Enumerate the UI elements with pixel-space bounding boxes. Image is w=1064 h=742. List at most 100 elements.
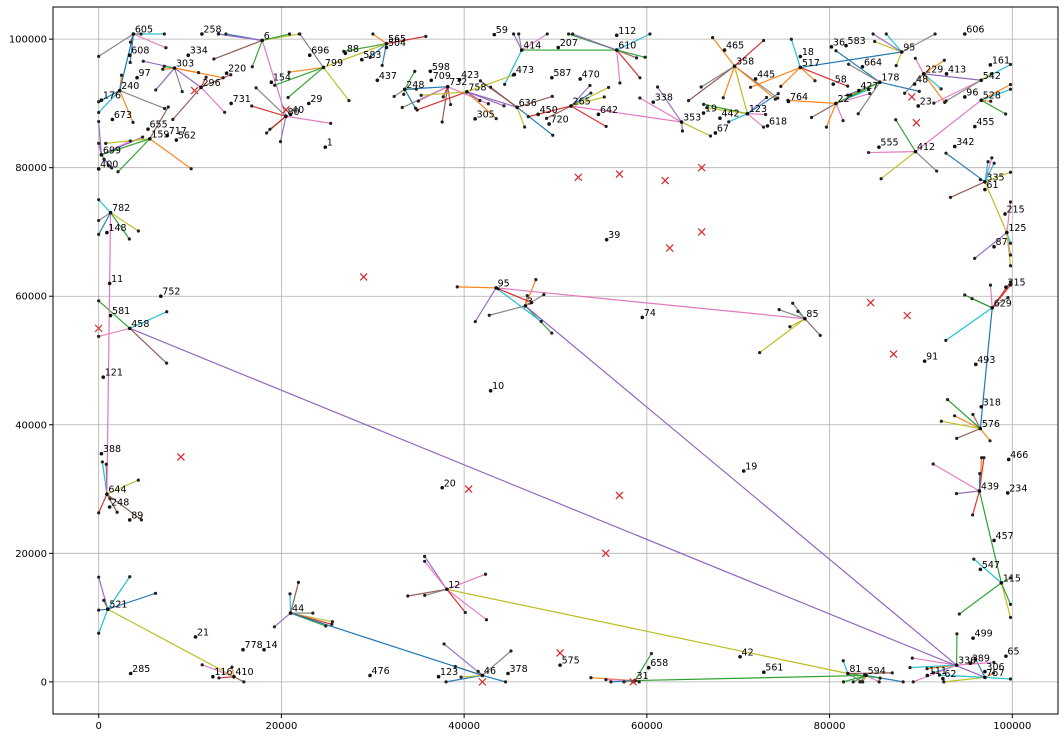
data-point <box>588 84 591 87</box>
point-label: 528 <box>983 91 1001 102</box>
point-label: 258 <box>203 24 221 35</box>
point-label: 303 <box>176 59 194 70</box>
data-point <box>120 74 123 77</box>
data-point <box>423 594 426 597</box>
y-tick-label: 20000 <box>15 549 47 560</box>
data-point <box>778 308 781 311</box>
data-point <box>288 592 291 595</box>
data-point <box>460 676 463 679</box>
data-point <box>464 611 467 614</box>
data-point <box>990 156 993 159</box>
point-label: 44 <box>292 604 304 615</box>
data-point <box>97 335 100 338</box>
data-point <box>942 680 945 683</box>
point-label: 207 <box>560 38 578 49</box>
data-point <box>129 41 132 44</box>
data-point <box>656 85 659 88</box>
point-label: 115 <box>1003 573 1021 584</box>
point-label: 445 <box>757 69 775 80</box>
data-point <box>504 680 507 683</box>
data-point <box>488 314 491 317</box>
point-label: 642 <box>600 105 618 116</box>
data-point <box>939 87 942 90</box>
point-label: 427 <box>860 81 878 92</box>
data-point <box>523 125 526 128</box>
data-point <box>638 96 641 99</box>
point-label: 521 <box>109 600 127 611</box>
data-point <box>441 120 444 123</box>
y-tick-label: 60000 <box>15 292 47 303</box>
point-label: 22 <box>837 94 849 105</box>
data-point <box>971 413 974 416</box>
data-point <box>413 70 416 73</box>
data-point <box>163 32 166 35</box>
data-point <box>603 95 606 98</box>
data-point <box>681 129 684 132</box>
point-label: 334 <box>190 46 208 57</box>
data-point <box>297 581 300 584</box>
data-point <box>609 680 612 683</box>
point-label: 606 <box>966 24 984 35</box>
point-label: 465 <box>726 41 744 52</box>
data-point <box>918 90 921 93</box>
point-label: 731 <box>233 94 251 105</box>
point-label: 178 <box>881 73 899 84</box>
data-point <box>903 92 906 95</box>
data-point <box>1009 83 1012 86</box>
data-point <box>933 32 936 35</box>
y-tick-label: 0 <box>41 677 47 688</box>
data-point <box>648 32 651 35</box>
point-label: 154 <box>273 73 291 84</box>
data-point <box>154 592 157 595</box>
y-tick-label: 100000 <box>9 35 47 46</box>
data-point <box>567 32 570 35</box>
data-point <box>1009 200 1012 203</box>
data-point <box>161 68 164 71</box>
data-point <box>878 676 881 679</box>
data-point <box>401 106 404 109</box>
point-label: 758 <box>468 82 486 93</box>
point-label: 378 <box>509 664 527 675</box>
point-label: 121 <box>105 368 123 379</box>
data-point <box>943 59 946 62</box>
data-point <box>1009 88 1012 91</box>
point-label: 1 <box>327 138 333 149</box>
point-label: 67 <box>717 123 729 134</box>
data-point <box>758 351 761 354</box>
data-point <box>551 134 554 137</box>
data-point <box>141 135 144 138</box>
point-label: 493 <box>977 355 995 366</box>
data-point <box>512 32 515 35</box>
point-label: 39 <box>608 230 620 241</box>
data-point <box>417 100 420 103</box>
point-label: 457 <box>996 531 1014 542</box>
data-point <box>527 115 530 118</box>
data-point <box>502 104 505 107</box>
data-point <box>762 126 765 129</box>
data-point <box>902 680 905 683</box>
data-point <box>102 599 105 602</box>
data-point <box>589 676 592 679</box>
data-point <box>989 283 992 286</box>
data-point <box>212 57 215 60</box>
point-label: 12 <box>448 580 460 591</box>
point-label: 21 <box>197 627 209 638</box>
data-point <box>116 511 119 514</box>
data-point <box>955 632 958 635</box>
data-point <box>1009 616 1012 619</box>
data-point <box>324 624 327 627</box>
data-point <box>722 96 725 99</box>
point-label: 696 <box>311 46 329 57</box>
point-label: 240 <box>121 81 139 92</box>
point-label: 112 <box>618 26 636 37</box>
point-label: 65 <box>1007 647 1019 658</box>
data-point <box>958 612 961 615</box>
data-point <box>542 293 545 296</box>
data-point <box>163 107 166 110</box>
point-label: 48 <box>916 75 928 86</box>
data-point <box>880 177 883 180</box>
point-label: 318 <box>983 397 1001 408</box>
